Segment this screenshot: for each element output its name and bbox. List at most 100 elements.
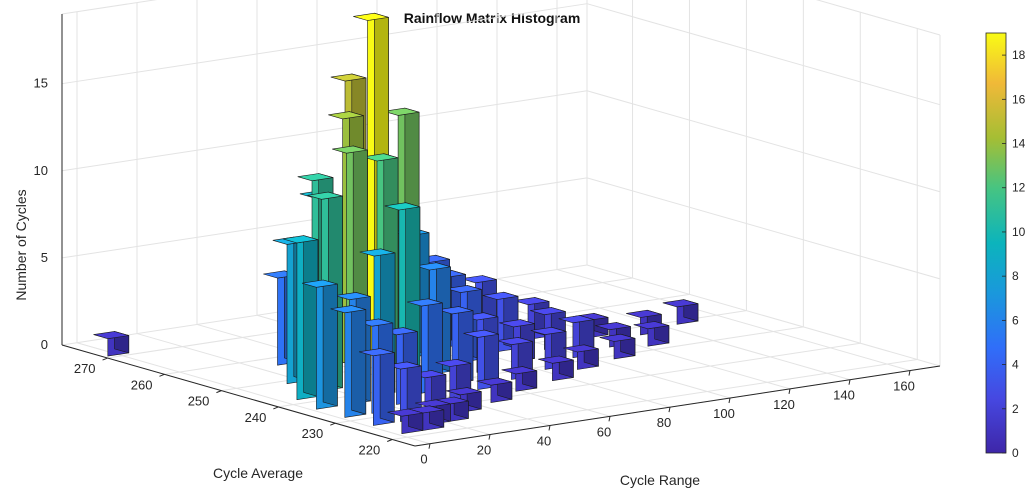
y-tick-label: 260 — [131, 377, 153, 392]
axes-box-edge — [815, 0, 941, 36]
bar-top-face — [463, 329, 499, 338]
bar-top-face — [387, 408, 423, 417]
x-tick-label: 80 — [657, 415, 671, 430]
bar-top-face — [330, 73, 367, 82]
x-tick-label: 40 — [537, 433, 551, 448]
bar-top-face — [335, 292, 371, 301]
x-tick-mark — [788, 388, 791, 394]
x-tick-mark — [428, 443, 431, 449]
x-tick-mark — [488, 434, 491, 440]
floor-gridline — [496, 278, 851, 381]
axis-line — [414, 365, 941, 447]
histogram-bar — [93, 331, 130, 357]
bar-side-face — [303, 235, 319, 397]
x-tick-mark — [668, 407, 671, 413]
bar-top-face — [328, 111, 364, 120]
x-tick-label: 160 — [893, 379, 915, 394]
colorbar-scale — [985, 32, 1007, 454]
bar-top-face — [282, 235, 318, 244]
bar-top-face — [302, 279, 338, 288]
histogram-bar — [501, 366, 538, 392]
bar-top-face — [93, 331, 129, 340]
bar-top-face — [353, 12, 389, 21]
bars-layer — [93, 12, 699, 435]
histogram-bar — [433, 396, 469, 423]
bar-top-face — [626, 309, 662, 318]
bar-top-face — [662, 299, 699, 308]
y-tick-label: 240 — [245, 410, 267, 425]
bar-top-face — [461, 275, 497, 284]
y-tick-mark — [216, 390, 222, 394]
x-axis-label: Cycle Range — [620, 472, 700, 488]
histogram-bar — [599, 333, 636, 360]
back-wall-gridline — [61, 3, 588, 85]
x-tick-label: 100 — [713, 406, 735, 421]
bar-top-face — [563, 344, 599, 353]
bar-top-face — [307, 191, 343, 200]
y-axis-label: Cycle Average — [213, 465, 303, 481]
bar-top-face — [513, 297, 550, 306]
y-tick-mark — [273, 406, 279, 410]
bar-top-face — [558, 315, 594, 324]
z-tick-label: 15 — [34, 76, 48, 91]
y-tick-mark — [159, 373, 165, 377]
colorbar-tick-label: 6 — [1012, 313, 1019, 327]
side-wall-gridline — [586, 177, 941, 280]
tick-labels: 0 20 40 60 80 100 120 140 160 220 230 240 250 260 270 0… — [34, 76, 915, 467]
bar-top-face — [476, 377, 512, 386]
bar-top-face — [538, 355, 574, 364]
bar-top-face — [633, 321, 669, 330]
y-tick-label: 220 — [359, 442, 381, 457]
colorbar-tick-label: 16 — [1012, 92, 1026, 106]
x-tick-mark — [608, 416, 611, 422]
z-tick-label: 0 — [41, 337, 48, 352]
colorbar-tick-label: 4 — [1012, 358, 1019, 372]
x-tick-mark — [728, 397, 731, 404]
histogram-bar — [633, 321, 670, 347]
colorbar-tick-label: 18 — [1012, 48, 1026, 62]
x-tick-label: 0 — [420, 452, 427, 467]
axes-box-edge — [61, 0, 158, 15]
x-tick-mark — [848, 379, 851, 385]
bar-top-face — [530, 326, 567, 335]
z-axis-label: Number of Cycles — [13, 189, 29, 300]
x-tick-mark — [548, 425, 551, 431]
histogram-bar — [359, 348, 395, 426]
bar-top-face — [499, 319, 535, 328]
axis-line — [61, 344, 416, 447]
bar-top-face — [435, 358, 471, 367]
y-tick-mark — [387, 439, 393, 442]
floor-gridline — [392, 358, 918, 440]
bar-top-face — [297, 173, 334, 182]
bar-top-face — [497, 337, 533, 346]
bar-top-face — [501, 366, 537, 375]
floor-gridline — [556, 269, 911, 372]
histogram-bar — [463, 329, 500, 390]
bar-top-face — [407, 298, 443, 307]
x-tick-label: 20 — [477, 443, 491, 458]
bar-top-face — [359, 248, 396, 257]
colorbar: 0 2 4 6 8 10 12 14 16 18 — [985, 32, 1026, 460]
y-tick-label: 230 — [302, 426, 324, 441]
bar-top-face — [330, 305, 366, 314]
x-tick-label: 120 — [773, 397, 795, 412]
y-tick-mark — [330, 422, 336, 426]
colorbar-tick-label: 14 — [1012, 137, 1026, 151]
bar-top-face — [415, 399, 451, 408]
bar-top-face — [595, 322, 631, 331]
bar-top-face — [359, 348, 395, 357]
bar-side-face — [322, 279, 338, 407]
histogram-bar — [330, 305, 367, 418]
bar-top-face — [446, 285, 482, 293]
floor-gridline — [76, 342, 431, 445]
histogram-bar — [662, 299, 699, 325]
bar-top-face — [384, 202, 420, 211]
histogram-bar — [538, 355, 574, 382]
histogram-bar — [302, 279, 338, 410]
bar-top-face — [530, 307, 566, 316]
histogram-bar — [563, 344, 599, 370]
bar-side-face — [351, 305, 367, 415]
bar-top-face — [482, 291, 519, 300]
